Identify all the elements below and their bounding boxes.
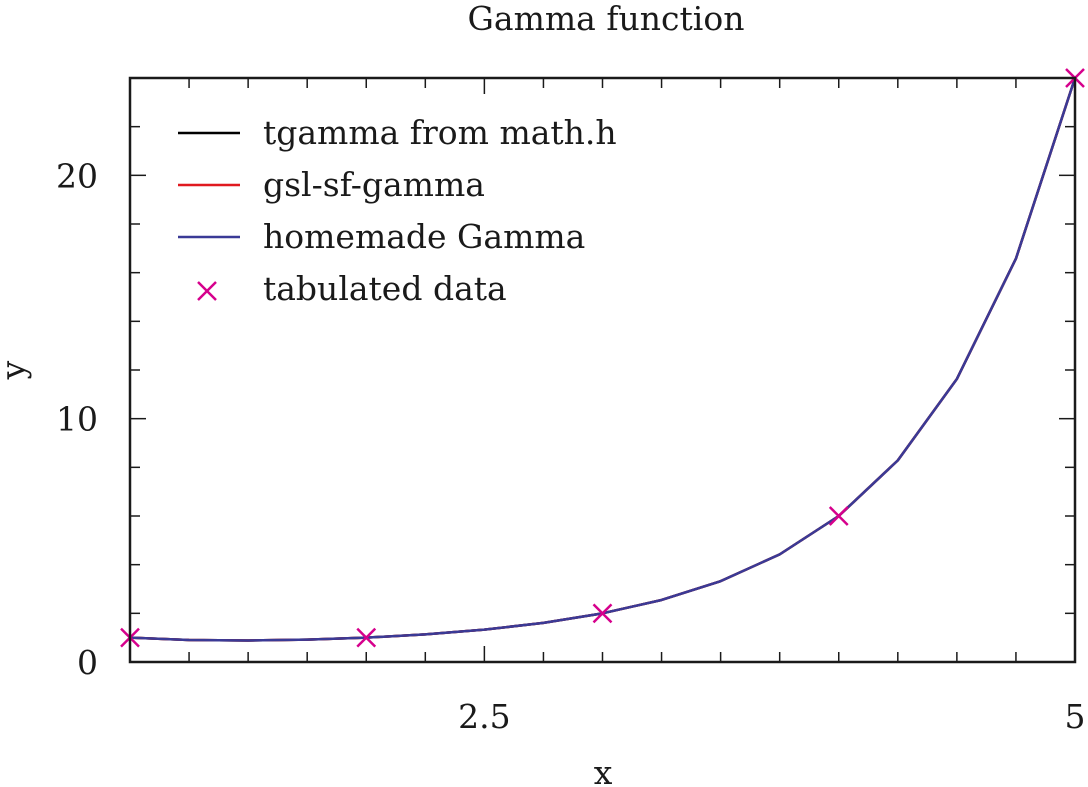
legend-label: tabulated data bbox=[263, 269, 507, 308]
legend-label: gsl-sf-gamma bbox=[263, 165, 485, 204]
series-line-1 bbox=[130, 77, 1075, 642]
y-tick-label: 20 bbox=[56, 156, 98, 195]
chart-title: Gamma function bbox=[468, 0, 745, 38]
data-point-marker bbox=[356, 627, 377, 648]
data-point-marker bbox=[592, 603, 613, 624]
x-tick-label: 2.5 bbox=[458, 697, 510, 736]
data-point-marker bbox=[828, 506, 849, 526]
x-axis-label: x bbox=[594, 753, 613, 787]
axis-ticks: 2.5 5 0 10 20 bbox=[56, 77, 1086, 736]
legend: tgamma from math.h gsl-sf-gamma homemade G… bbox=[178, 113, 617, 308]
legend-marker bbox=[197, 281, 217, 301]
legend-label: tgamma from math.h bbox=[263, 113, 617, 152]
legend-label: homemade Gamma bbox=[263, 217, 585, 256]
y-axis-label: y bbox=[0, 360, 32, 380]
x-tick-label: 5 bbox=[1065, 697, 1086, 736]
plot-area bbox=[120, 68, 1085, 648]
series-line-0 bbox=[130, 77, 1075, 642]
y-tick-label: 0 bbox=[77, 643, 98, 682]
series-line-2 bbox=[130, 77, 1075, 642]
y-tick-label: 10 bbox=[56, 400, 98, 439]
